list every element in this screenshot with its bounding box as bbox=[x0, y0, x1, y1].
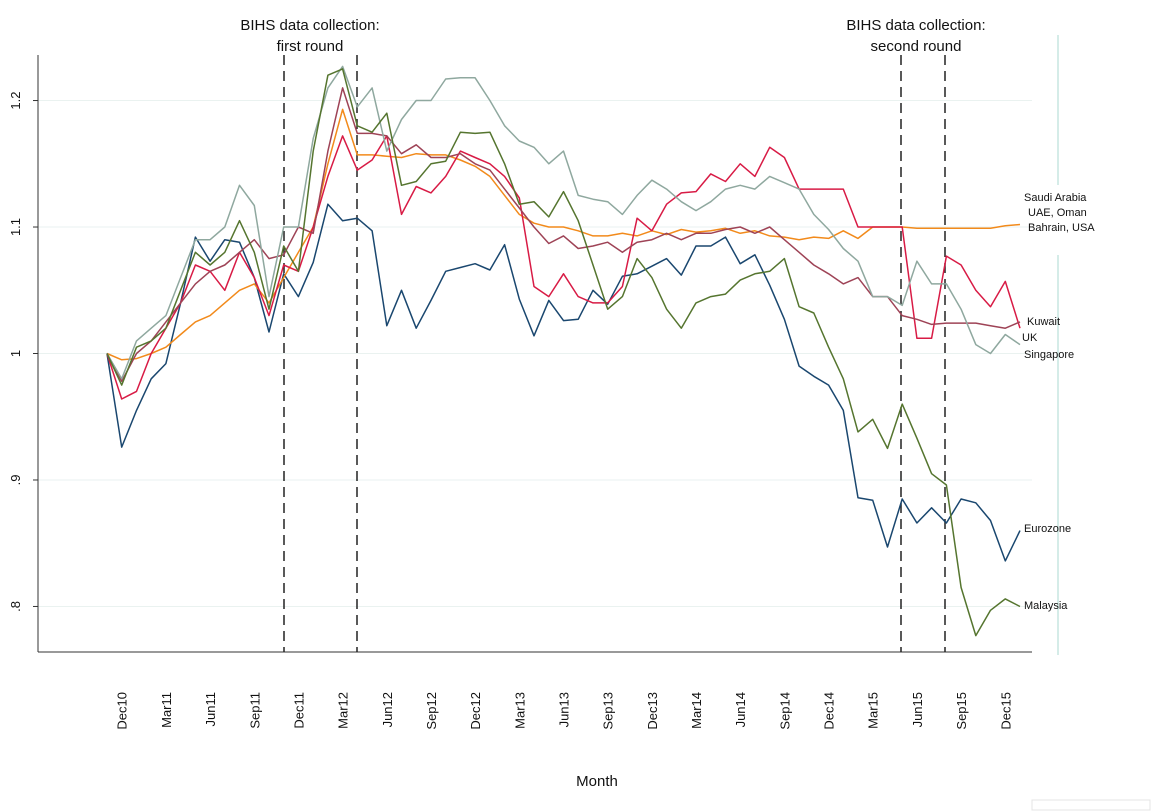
x-tick-label: Mar15 bbox=[866, 692, 881, 729]
y-tick-label: .9 bbox=[8, 475, 23, 486]
x-tick-label: Dec13 bbox=[645, 692, 660, 730]
series-label: UK bbox=[1022, 332, 1038, 344]
series-label: Bahrain, USA bbox=[1028, 222, 1095, 234]
series-label: Malaysia bbox=[1024, 600, 1068, 612]
x-tick-label: Dec15 bbox=[998, 692, 1013, 730]
x-tick-label: Dec14 bbox=[822, 692, 837, 730]
x-tick-label: Jun14 bbox=[733, 692, 748, 727]
x-tick-label: Mar12 bbox=[336, 692, 351, 729]
x-tick-label: Mar14 bbox=[689, 692, 704, 729]
x-tick-label: Jun12 bbox=[380, 692, 395, 727]
annotation: first round bbox=[277, 38, 344, 55]
x-tick-label: Jun11 bbox=[203, 692, 218, 726]
series-line bbox=[106, 65, 1021, 380]
x-tick-label: Jun13 bbox=[557, 692, 572, 727]
x-axis-title: Month bbox=[576, 773, 618, 790]
series-label: Singapore bbox=[1024, 349, 1074, 361]
series-line bbox=[106, 68, 1021, 637]
series-label: Eurozone bbox=[1024, 523, 1071, 535]
x-tick-label: Jun15 bbox=[910, 692, 925, 727]
x-tick-label: Sep15 bbox=[954, 692, 969, 730]
x-tick-label: Dec12 bbox=[468, 692, 483, 730]
series-line bbox=[106, 87, 1021, 383]
series-label: Kuwait bbox=[1027, 316, 1060, 328]
y-tick-label: 1 bbox=[8, 350, 23, 357]
x-tick-label: Dec11 bbox=[291, 692, 306, 729]
x-tick-label: Mar11 bbox=[159, 692, 174, 728]
corner-box bbox=[1031, 799, 1151, 811]
series-label: Saudi Arabia bbox=[1024, 192, 1087, 204]
y-tick-label: 1.1 bbox=[8, 218, 23, 236]
series-line bbox=[106, 108, 1021, 361]
x-tick-label: Sep12 bbox=[424, 692, 439, 730]
series-line bbox=[106, 203, 1021, 562]
annotation: second round bbox=[871, 38, 962, 55]
y-tick-label: 1.2 bbox=[8, 91, 23, 109]
x-tick-label: Sep14 bbox=[777, 692, 792, 730]
annotation: BIHS data collection: bbox=[846, 17, 985, 34]
series-label: UAE, Oman bbox=[1028, 207, 1087, 219]
x-tick-label: Mar13 bbox=[512, 692, 527, 729]
x-tick-label: Sep11 bbox=[247, 692, 262, 729]
y-tick-label: .8 bbox=[8, 601, 23, 612]
x-tick-label: Sep13 bbox=[601, 692, 616, 730]
series-line bbox=[106, 135, 1021, 400]
x-tick-label: Dec10 bbox=[115, 692, 130, 730]
annotation: BIHS data collection: bbox=[240, 17, 379, 34]
